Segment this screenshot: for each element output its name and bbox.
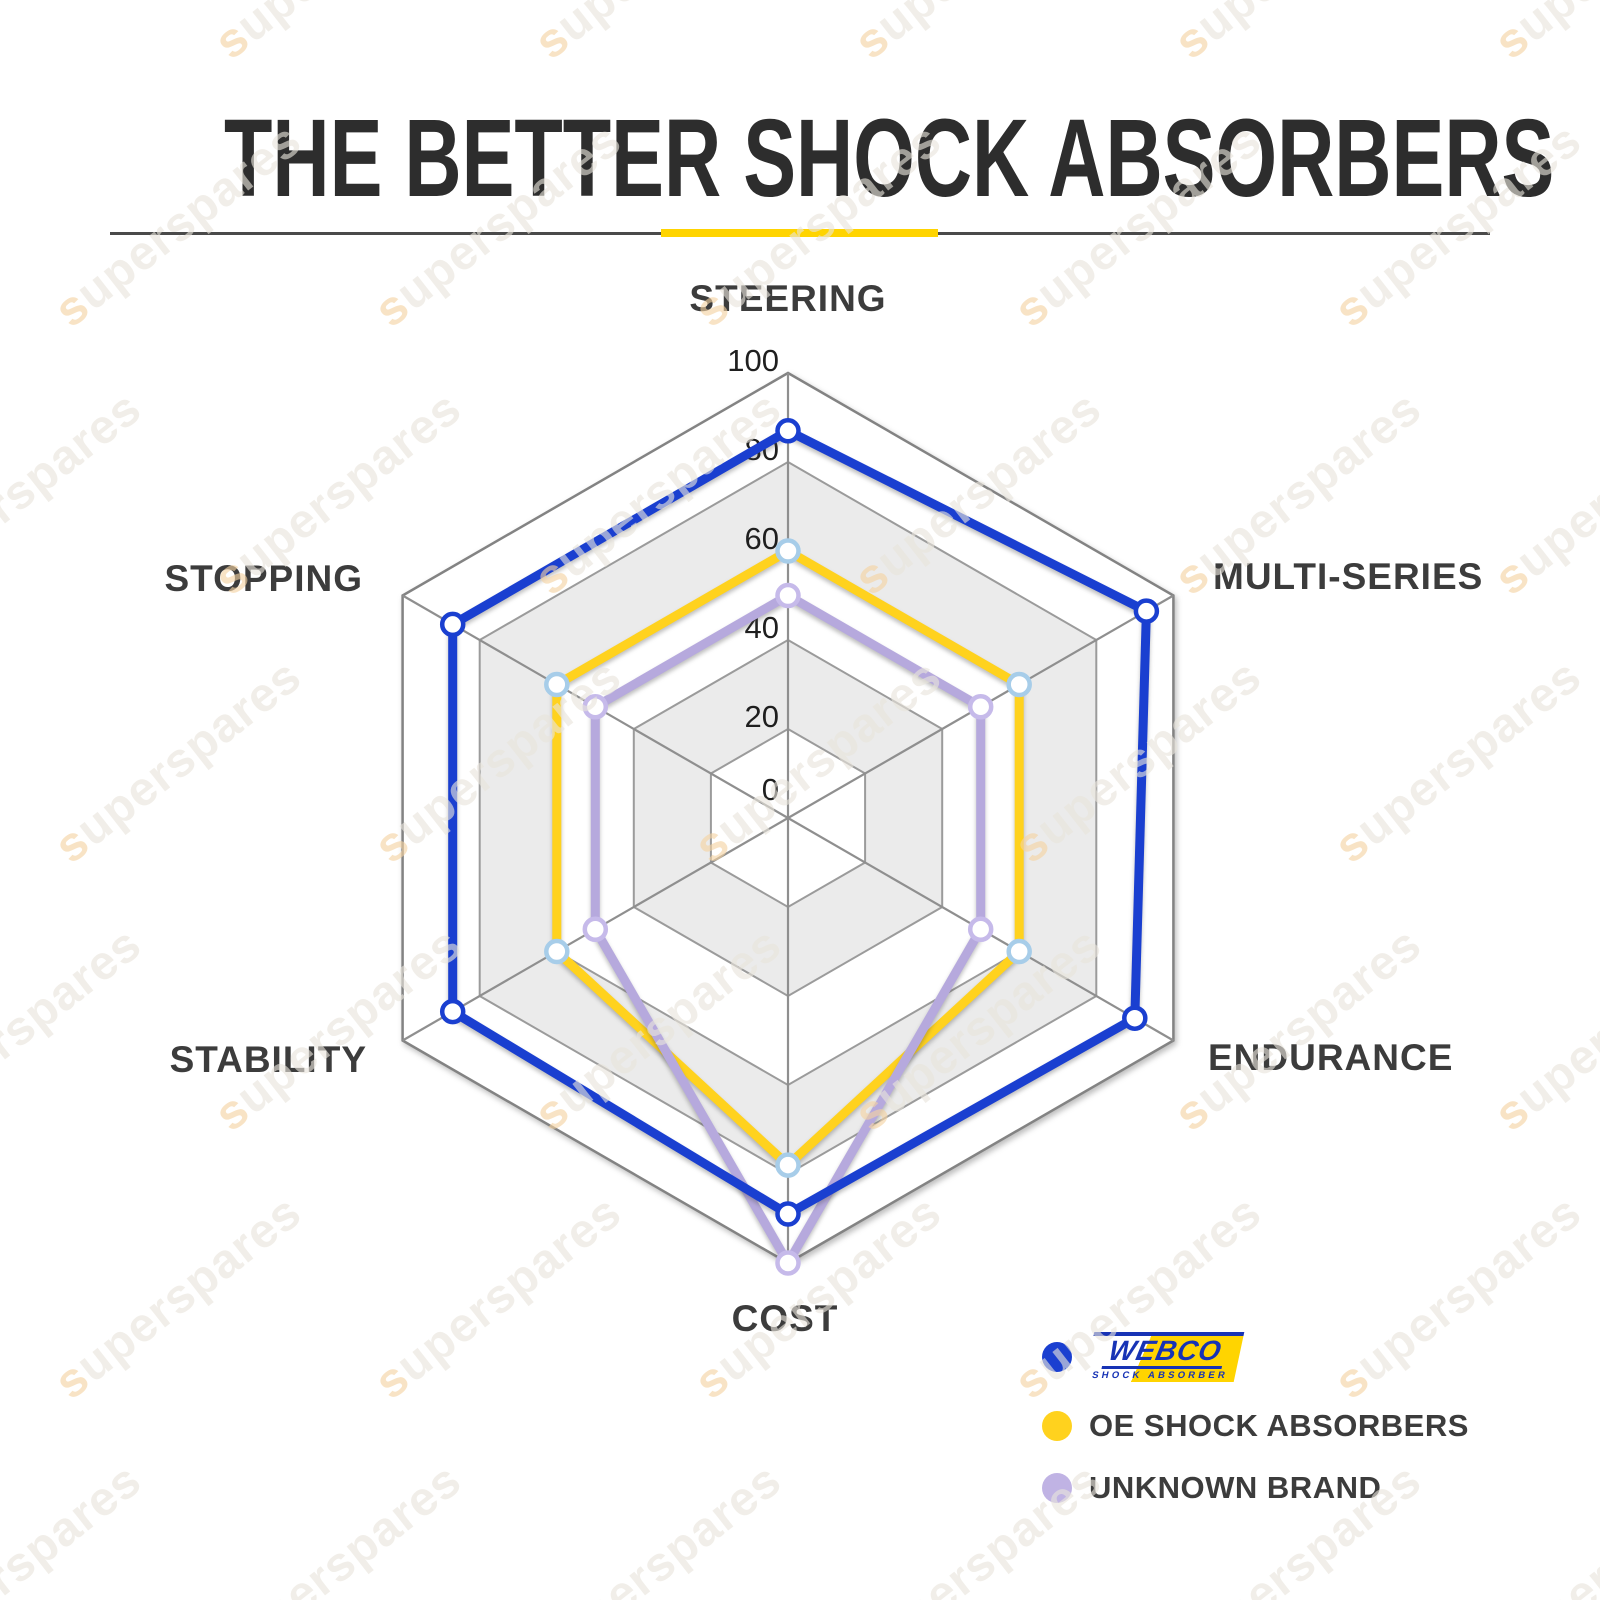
- series-marker-webco-shock-absorber-stability: [439, 998, 466, 1025]
- webco-logo: WEBCO SHOCK ABSORBER: [1083, 1332, 1245, 1382]
- legend-label-unknown: UNKNOWN BRAND: [1089, 1470, 1382, 1505]
- series-marker-unknown-brand-endurance: [967, 916, 994, 943]
- series-marker-unknown-brand-cost: [775, 1250, 801, 1276]
- axis-label-steering: STEERING: [689, 278, 887, 319]
- page-title: THE BETTER SHOCK ABSORBERS: [224, 97, 1555, 220]
- webco-logo-subtext: SHOCK ABSORBER: [1090, 1370, 1230, 1382]
- series-marker-webco-shock-absorber-endurance: [1122, 1005, 1148, 1031]
- series-marker-unknown-brand-multi-series: [967, 694, 994, 720]
- tick-label-60: 60: [745, 521, 779, 556]
- legend-row-unknown: UNKNOWN BRAND: [1042, 1470, 1469, 1506]
- axis-label-stopping: STOPPING: [164, 558, 363, 599]
- axis-label-endurance: ENDURANCE: [1208, 1037, 1454, 1078]
- legend-swatch-oe: [1042, 1411, 1072, 1441]
- title-divider-accent: [661, 229, 938, 237]
- series-marker-unknown-brand-steering: [775, 582, 801, 609]
- webco-logo-text: WEBCO: [1101, 1335, 1229, 1370]
- tick-label-20: 20: [745, 699, 779, 734]
- series-marker-oe-shock-absorbers-cost: [775, 1152, 801, 1178]
- legend-row-oe: OE SHOCK ABSORBERS: [1042, 1408, 1469, 1444]
- legend-swatch-webco: [1042, 1342, 1072, 1372]
- series-marker-webco-shock-absorber-multi-series: [1133, 598, 1160, 624]
- axis-label-multi-series: MULTI-SERIES: [1213, 556, 1484, 597]
- axis-label-cost: COST: [731, 1298, 839, 1339]
- series-marker-unknown-brand-stopping: [582, 694, 609, 720]
- series-marker-oe-shock-absorbers-steering: [775, 538, 801, 564]
- tick-label-100: 100: [727, 343, 779, 378]
- legend-label-oe: OE SHOCK ABSORBERS: [1089, 1408, 1469, 1443]
- series-marker-webco-shock-absorber-cost: [775, 1201, 801, 1227]
- axis-label-stability: STABILITY: [169, 1039, 367, 1080]
- series-marker-oe-shock-absorbers-endurance: [1006, 938, 1032, 965]
- series-marker-oe-shock-absorbers-stopping: [544, 671, 570, 698]
- series-marker-webco-shock-absorber-stopping: [439, 611, 466, 638]
- series-marker-webco-shock-absorber-steering: [775, 418, 801, 444]
- legend-row-webco: WEBCO SHOCK ABSORBER: [1042, 1332, 1469, 1382]
- tick-label-0: 0: [762, 772, 779, 807]
- legend-swatch-unknown: [1042, 1473, 1072, 1503]
- chart-legend: WEBCO SHOCK ABSORBER OE SHOCK ABSORBERS …: [1042, 1332, 1469, 1532]
- series-marker-oe-shock-absorbers-multi-series: [1006, 671, 1032, 698]
- series-marker-oe-shock-absorbers-stability: [544, 938, 570, 965]
- series-marker-unknown-brand-stability: [582, 916, 609, 943]
